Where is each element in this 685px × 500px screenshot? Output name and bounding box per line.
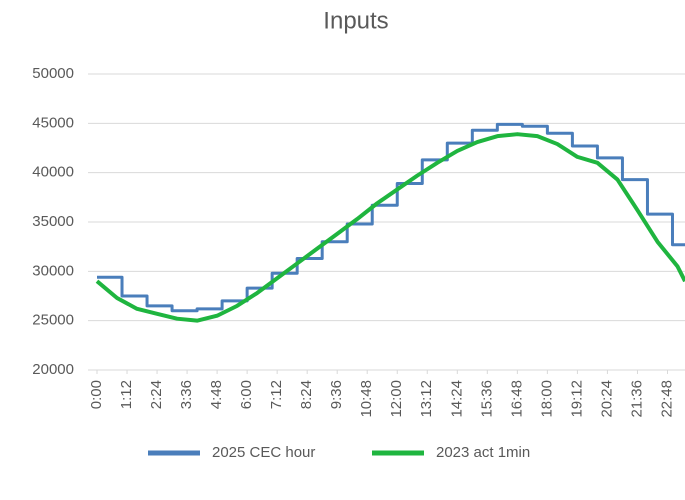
y-tick-label: 45000 — [32, 114, 74, 131]
x-tick-label: 15:36 — [478, 380, 495, 418]
chart-title: Inputs — [323, 7, 388, 34]
series-line — [95, 132, 685, 323]
x-tick-label: 8:24 — [298, 380, 315, 409]
y-tick-label: 40000 — [32, 164, 74, 181]
x-tick-label: 6:00 — [238, 380, 255, 409]
y-tick-label: 30000 — [32, 262, 74, 279]
x-tick-label: 3:36 — [178, 380, 195, 409]
x-tick-label: 20:24 — [598, 380, 615, 418]
x-tick-label: 18:00 — [538, 380, 555, 418]
y-tick-label: 50000 — [32, 65, 74, 82]
x-tick-label: 2:24 — [148, 380, 165, 409]
x-tick-label: 4:48 — [208, 380, 225, 409]
x-tick-label: 12:00 — [388, 380, 405, 418]
x-tick-label: 0:00 — [88, 380, 105, 409]
y-tick-label: 25000 — [32, 312, 74, 329]
x-tick-label: 21:36 — [628, 380, 645, 418]
x-tick-label: 10:48 — [358, 380, 375, 418]
y-tick-label: 35000 — [32, 213, 74, 230]
x-tick-label: 13:12 — [418, 380, 435, 418]
legend-label: 2023 act 1min — [436, 444, 530, 461]
x-tick-label: 1:12 — [118, 380, 135, 409]
series-line — [97, 122, 685, 313]
x-tick-label: 22:48 — [658, 380, 675, 418]
x-tick-label: 9:36 — [328, 380, 345, 409]
x-tick-label: 14:24 — [448, 380, 465, 418]
x-tick-label: 16:48 — [508, 380, 525, 418]
x-tick-label: 19:12 — [568, 380, 585, 418]
y-tick-label: 20000 — [32, 361, 74, 378]
legend-label: 2025 CEC hour — [212, 444, 315, 461]
x-tick-label: 7:12 — [268, 380, 285, 409]
